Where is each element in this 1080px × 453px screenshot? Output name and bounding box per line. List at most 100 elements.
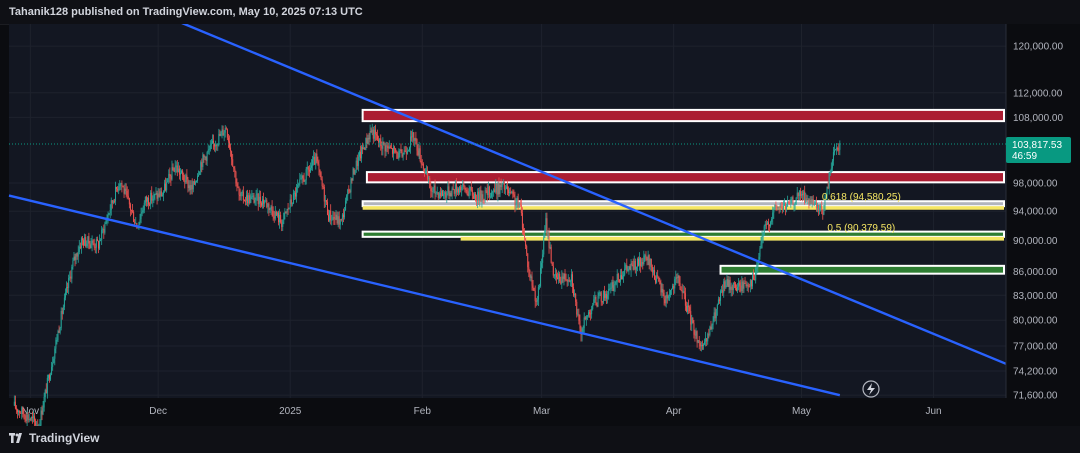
- candle-body: [747, 284, 749, 287]
- candle-body: [29, 419, 31, 420]
- candle-body: [723, 281, 725, 293]
- candle-body: [481, 194, 483, 202]
- candle-body: [387, 146, 389, 149]
- candle-body: [152, 198, 154, 201]
- candle-body: [371, 129, 373, 133]
- candle-body: [322, 186, 324, 188]
- candle-body: [421, 163, 423, 165]
- candle-body: [44, 389, 46, 397]
- candle-body: [90, 244, 92, 248]
- candle-body: [593, 299, 595, 306]
- candle-body: [80, 238, 82, 248]
- candle-body: [575, 293, 577, 302]
- candle-body: [412, 132, 414, 138]
- candle-body: [450, 192, 452, 197]
- candle-body: [62, 307, 64, 314]
- candle-body: [732, 282, 734, 291]
- candle-body: [71, 266, 73, 279]
- candle-body: [710, 326, 712, 330]
- candle-body: [247, 195, 249, 204]
- candle-body: [612, 282, 614, 292]
- candle-body: [838, 149, 840, 151]
- candle-body: [682, 291, 684, 293]
- candle-body: [342, 214, 344, 218]
- candle-body: [290, 199, 292, 204]
- candle-body: [116, 186, 118, 190]
- tradingview-logo[interactable]: TradingView: [9, 431, 99, 445]
- candle-body: [23, 413, 25, 416]
- candle-body: [531, 276, 533, 286]
- candle-body: [653, 270, 655, 280]
- candle-body: [189, 185, 191, 191]
- candle-body: [404, 150, 406, 152]
- candle-body: [837, 147, 839, 150]
- candle-body: [496, 183, 498, 195]
- candle-body: [160, 191, 162, 197]
- lightning-icon[interactable]: [862, 380, 880, 398]
- candle-body: [424, 170, 426, 173]
- candle-body: [704, 341, 706, 345]
- candle-body: [458, 188, 460, 193]
- candle-body: [341, 214, 343, 220]
- candle-body: [39, 425, 41, 426]
- candle-body: [63, 297, 65, 308]
- candle-body: [694, 334, 696, 336]
- candle-body: [391, 148, 393, 154]
- candle-body: [324, 200, 326, 202]
- candle-body: [148, 197, 150, 205]
- candle-body: [488, 186, 490, 198]
- candle-body: [286, 209, 288, 213]
- candle-body: [538, 286, 540, 288]
- candle-body: [220, 131, 222, 136]
- candle-body: [78, 246, 80, 252]
- candle-body: [61, 311, 63, 314]
- candle-body: [426, 170, 428, 172]
- candle-body: [834, 150, 836, 153]
- candle-body: [597, 295, 599, 307]
- candle-body: [495, 183, 497, 193]
- candle-body: [186, 175, 188, 180]
- candle-body: [574, 293, 576, 296]
- candle-body: [795, 197, 797, 205]
- candle-body: [587, 312, 589, 316]
- candle-body: [787, 201, 789, 207]
- candle-body: [510, 191, 512, 193]
- candle-body: [623, 274, 625, 277]
- candle-body: [363, 147, 365, 150]
- candle-body: [269, 208, 271, 210]
- candle-body: [739, 282, 741, 286]
- candle-body: [601, 301, 603, 303]
- candle-body: [402, 154, 404, 157]
- candle-body: [95, 239, 97, 248]
- candle-body: [129, 204, 131, 211]
- candle-body: [145, 196, 147, 202]
- candle-body: [231, 151, 233, 160]
- candle-body: [409, 147, 411, 151]
- lightning-icon-bolt: [867, 383, 875, 395]
- candle-body: [219, 133, 221, 136]
- candle-body: [185, 175, 187, 183]
- candle-body: [484, 190, 486, 200]
- candle-body: [352, 168, 354, 181]
- candle-body: [31, 417, 33, 418]
- candle-body: [702, 344, 704, 347]
- candle-body: [655, 279, 657, 283]
- candle-body: [288, 207, 290, 210]
- candle-body: [620, 275, 622, 280]
- candle-body: [259, 196, 261, 204]
- candle-body: [777, 206, 779, 209]
- candle-body: [218, 133, 220, 144]
- candle-body: [194, 181, 196, 185]
- candle-body: [32, 416, 34, 418]
- candle-body: [749, 280, 751, 287]
- candle-body: [328, 214, 330, 221]
- candle-body: [144, 196, 146, 203]
- price-chart[interactable]: 120,000.00 112,000.00 108,000.00 98,000.00 9…: [0, 24, 1080, 426]
- candle-body: [234, 168, 236, 172]
- candle-body: [675, 277, 677, 280]
- candle-body: [208, 149, 210, 151]
- candle-body: [553, 274, 555, 276]
- candle-body: [358, 151, 360, 157]
- candle-body: [43, 396, 45, 408]
- candle-body: [162, 191, 164, 195]
